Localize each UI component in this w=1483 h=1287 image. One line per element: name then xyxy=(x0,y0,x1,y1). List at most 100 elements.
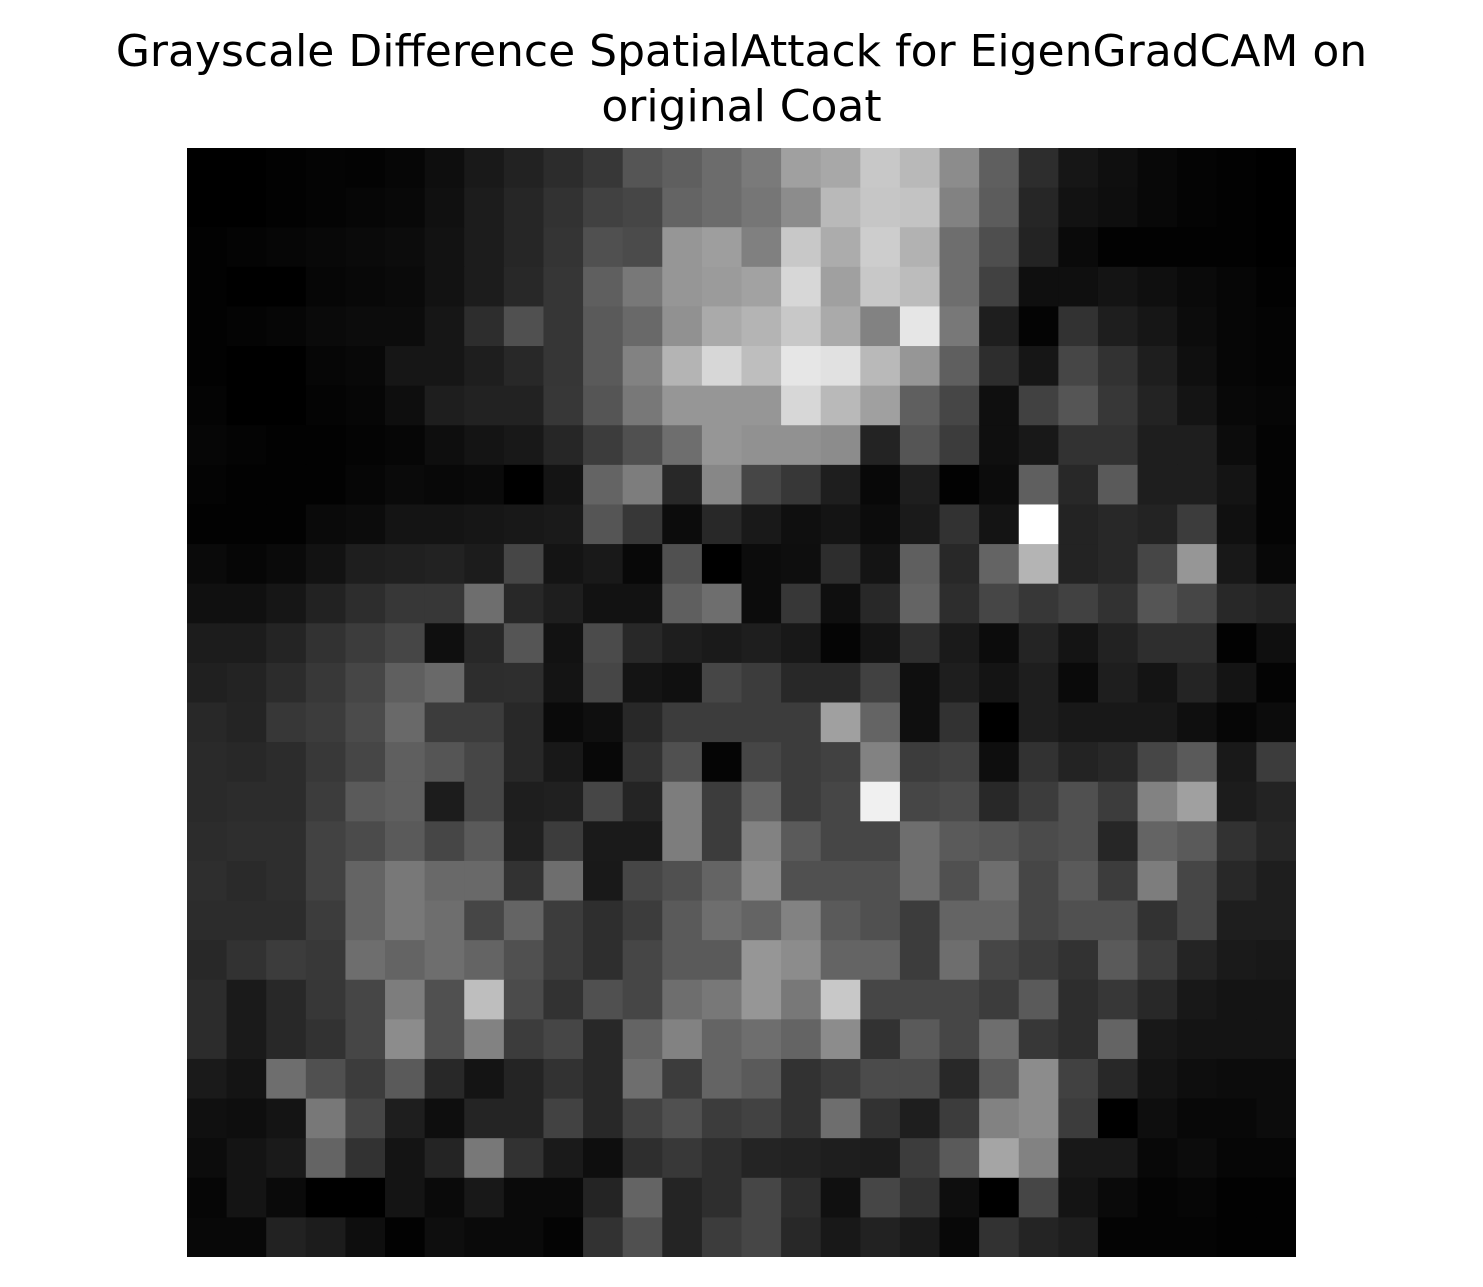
heatmap-cell-r4-c2 xyxy=(266,306,307,347)
heatmap-cell-r10-c7 xyxy=(464,544,505,585)
heatmap-cell-r2-c0 xyxy=(187,227,228,268)
heatmap-cell-r19-c22 xyxy=(1058,900,1099,941)
heatmap-cell-r3-c14 xyxy=(741,266,782,308)
heatmap-cell-r5-c6 xyxy=(424,346,465,387)
heatmap-cell-r17-c24 xyxy=(1137,821,1178,862)
heatmap-cell-r9-c23 xyxy=(1097,504,1139,545)
heatmap-cell-r18-c6 xyxy=(424,860,465,902)
heatmap-cell-r1-c2 xyxy=(266,187,307,228)
heatmap-cell-r7-c10 xyxy=(583,425,624,466)
heatmap-cell-r15-c15 xyxy=(781,742,822,783)
heatmap-cell-r21-c5 xyxy=(385,979,426,1020)
heatmap-cell-r2-c12 xyxy=(662,227,703,268)
heatmap-cell-r16-c6 xyxy=(424,781,465,822)
heatmap-cell-r1-c13 xyxy=(701,187,743,228)
heatmap-cell-r13-c9 xyxy=(543,662,584,704)
heatmap-cell-r18-c27 xyxy=(1256,860,1296,902)
heatmap-cell-r20-c13 xyxy=(701,940,743,981)
heatmap-cell-r16-c12 xyxy=(662,781,703,822)
heatmap-cell-r17-c12 xyxy=(662,821,703,862)
heatmap-cell-r14-c21 xyxy=(1018,702,1059,743)
heatmap-cell-r21-c9 xyxy=(543,979,584,1020)
heatmap-cell-r12-c4 xyxy=(345,623,386,664)
heatmap-cell-r9-c10 xyxy=(583,504,624,545)
heatmap-cell-r6-c10 xyxy=(583,385,624,426)
heatmap-cell-r7-c22 xyxy=(1058,425,1099,466)
heatmap-cell-r7-c27 xyxy=(1256,425,1296,466)
heatmap-cell-r15-c1 xyxy=(226,742,267,783)
heatmap-cell-r14-c22 xyxy=(1058,702,1099,743)
heatmap-cell-r19-c19 xyxy=(939,900,980,941)
heatmap-cell-r16-c8 xyxy=(503,781,545,822)
heatmap-cell-r20-c22 xyxy=(1058,940,1099,981)
heatmap-cell-r20-c7 xyxy=(464,940,505,981)
heatmap-cell-r26-c26 xyxy=(1216,1177,1257,1218)
heatmap-cell-r14-c27 xyxy=(1256,702,1296,743)
heatmap-cell-r25-c6 xyxy=(424,1138,465,1179)
heatmap-cell-r6-c24 xyxy=(1137,385,1178,426)
heatmap-cell-r8-c4 xyxy=(345,464,386,506)
heatmap-cell-r10-c16 xyxy=(820,544,861,585)
heatmap-cell-r25-c2 xyxy=(266,1138,307,1179)
heatmap-cell-r27-c18 xyxy=(899,1217,941,1257)
heatmap-cell-r1-c19 xyxy=(939,187,980,228)
heatmap-cell-r1-c25 xyxy=(1177,187,1218,228)
heatmap-cell-r6-c11 xyxy=(622,385,663,426)
heatmap-cell-r18-c21 xyxy=(1018,860,1059,902)
heatmap-cell-r24-c24 xyxy=(1137,1098,1178,1139)
heatmap-cell-r18-c12 xyxy=(662,860,703,902)
heatmap-cell-r18-c3 xyxy=(305,860,347,902)
heatmap-cell-r1-c10 xyxy=(583,187,624,228)
heatmap-cell-r23-c8 xyxy=(503,1058,545,1100)
heatmap-cell-r15-c8 xyxy=(503,742,545,783)
heatmap-cell-r9-c5 xyxy=(385,504,426,545)
heatmap-cell-r11-c0 xyxy=(187,583,228,624)
heatmap-cell-r23-c24 xyxy=(1137,1058,1178,1100)
heatmap-cell-r9-c12 xyxy=(662,504,703,545)
heatmap-cell-r18-c11 xyxy=(622,860,663,902)
heatmap-cell-r11-c13 xyxy=(701,583,743,624)
heatmap-cell-r5-c21 xyxy=(1018,346,1059,387)
heatmap-cell-r15-c16 xyxy=(820,742,861,783)
heatmap-cell-r12-c22 xyxy=(1058,623,1099,664)
heatmap-cell-r15-c17 xyxy=(860,742,901,783)
heatmap-cell-r13-c26 xyxy=(1216,662,1257,704)
heatmap-cell-r24-c26 xyxy=(1216,1098,1257,1139)
heatmap-cell-r19-c17 xyxy=(860,900,901,941)
heatmap-cell-r15-c19 xyxy=(939,742,980,783)
heatmap-cell-r14-c12 xyxy=(662,702,703,743)
heatmap-cell-r3-c13 xyxy=(701,266,743,308)
heatmap-cell-r17-c27 xyxy=(1256,821,1296,862)
heatmap-cell-r4-c19 xyxy=(939,306,980,347)
heatmap-cell-r13-c24 xyxy=(1137,662,1178,704)
heatmap-cell-r2-c27 xyxy=(1256,227,1296,268)
heatmap-cell-r18-c14 xyxy=(741,860,782,902)
heatmap-cell-r22-c26 xyxy=(1216,1019,1257,1060)
heatmap-cell-r24-c6 xyxy=(424,1098,465,1139)
heatmap-cell-r11-c19 xyxy=(939,583,980,624)
heatmap-cell-r26-c27 xyxy=(1256,1177,1296,1218)
heatmap-cell-r23-c10 xyxy=(583,1058,624,1100)
heatmap-cell-r22-c19 xyxy=(939,1019,980,1060)
heatmap-cell-r11-c26 xyxy=(1216,583,1257,624)
heatmap-cell-r25-c11 xyxy=(622,1138,663,1179)
heatmap-cell-r23-c6 xyxy=(424,1058,465,1100)
heatmap-cell-r14-c16 xyxy=(820,702,861,743)
heatmap-cell-r9-c0 xyxy=(187,504,228,545)
heatmap-cell-r2-c2 xyxy=(266,227,307,268)
heatmap-cell-r3-c3 xyxy=(305,266,347,308)
heatmap-cell-r26-c12 xyxy=(662,1177,703,1218)
heatmap-cell-r10-c24 xyxy=(1137,544,1178,585)
heatmap-cell-r18-c2 xyxy=(266,860,307,902)
heatmap-cell-r15-c7 xyxy=(464,742,505,783)
heatmap-cell-r1-c17 xyxy=(860,187,901,228)
heatmap-cell-r21-c13 xyxy=(701,979,743,1020)
heatmap-cell-r8-c20 xyxy=(979,464,1020,506)
heatmap-cell-r10-c9 xyxy=(543,544,584,585)
heatmap-cell-r21-c8 xyxy=(503,979,545,1020)
heatmap-cell-r18-c1 xyxy=(226,860,267,902)
heatmap-cell-r0-c1 xyxy=(226,148,267,189)
heatmap-cell-r0-c0 xyxy=(187,148,228,189)
heatmap-cell-r22-c2 xyxy=(266,1019,307,1060)
heatmap-cell-r2-c6 xyxy=(424,227,465,268)
